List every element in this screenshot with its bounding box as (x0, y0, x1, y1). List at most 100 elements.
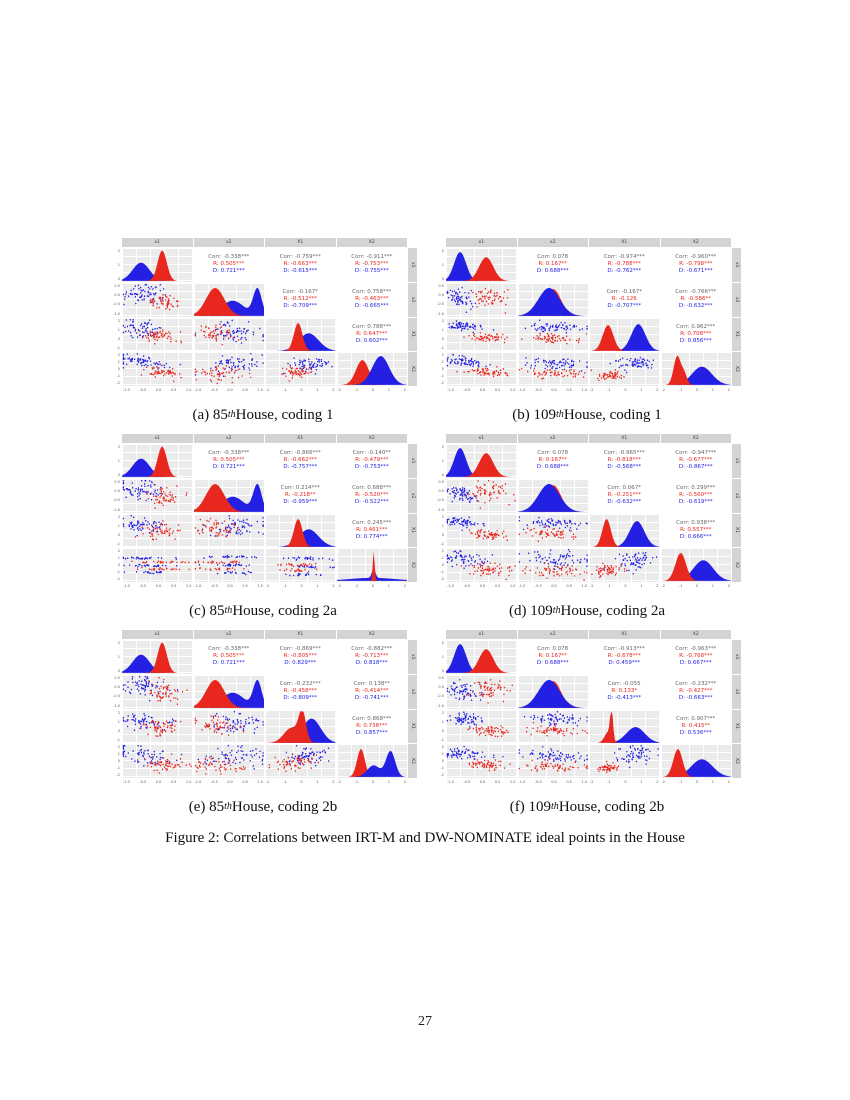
x-tick-label: 0.0 (227, 584, 233, 588)
density-curves (193, 287, 264, 316)
y-tick-label: 2 (117, 514, 120, 519)
y-tick-label: -1.0 (437, 507, 444, 512)
pairs-plot-d: x1 x2 X1 X2 2 1 0 Corr: 0.078 R: 0.167** D: 0.688… (433, 434, 741, 592)
y-tick-label: 1 (117, 719, 120, 724)
x-tick-label: 1 (316, 584, 319, 588)
democrat-density (446, 644, 517, 673)
row-strip-label: X2 (732, 548, 741, 582)
corr-overall-line: Corr: -0.338*** (208, 254, 250, 261)
x-tick-label: 2 (656, 388, 659, 392)
x-tick-label: -1 (283, 388, 287, 392)
y-tick-label: 0 (441, 759, 444, 764)
column-strip-label: x2 (193, 238, 264, 247)
row-strip-label: X1 (732, 709, 741, 744)
scatter-cell (122, 709, 193, 744)
corr-republican-line: R: 0.647*** (356, 330, 388, 337)
caption-prefix: (f) 109 (509, 798, 552, 815)
y-tick-label: -1 (116, 570, 121, 575)
y-tick-label: 2 (441, 318, 444, 323)
x-tick-label: 0.0 (551, 780, 557, 784)
corr-overall-line: Corr: -0.965*** (603, 450, 645, 457)
column-strip-label: x2 (193, 434, 264, 443)
y-tick-label: -2 (440, 773, 445, 777)
x-tick-label: 2 (332, 584, 335, 588)
density-curves (589, 710, 660, 743)
corr-overall-line: Corr: 0.868*** (352, 715, 392, 722)
x-tick-label: 1 (711, 780, 715, 784)
density-curves (336, 749, 407, 778)
caption-rest: House, coding 2a (560, 602, 666, 619)
y-tick-label: 0.5 (114, 675, 120, 680)
corr-republican-line: R: -0.414*** (355, 687, 389, 694)
scatter-cell (517, 548, 588, 582)
y-tick-label: -2 (116, 773, 121, 777)
subfigure-b: x1 x2 X1 X2 2 1 0 Corr: 0.078 R: 0.167** D: 0.688… (433, 238, 741, 434)
subfigure-e: x1 x2 X1 X2 2 1 0 Corr: -0.338*** R: 0.505*** D: … (109, 630, 417, 826)
republican-density (265, 322, 336, 351)
corr-overall-line: Corr: -0.338*** (208, 450, 250, 457)
corr-democrat-line: D: -0.809*** (283, 694, 318, 701)
row-strip-label: X1 (732, 317, 741, 352)
x-axis-ticks: -1.0 -0.5 0.0 0.5 1.0 (194, 387, 265, 396)
x-axis-ticks: -1.0 -0.5 0.0 0.5 1.0 (446, 387, 517, 396)
column-strip-label: X1 (589, 238, 660, 247)
figure-2-panels: x1 x2 X1 X2 2 1 0 Corr: -0.338*** R: 0.505*** D: … (109, 238, 741, 826)
x-tick-label: 1 (316, 780, 319, 784)
scatter-cell (122, 282, 193, 317)
row-strip-label: X2 (732, 352, 741, 386)
scatter-cell (446, 709, 517, 744)
correlation-cell: Corr: -0.866*** R: -0.662*** D: -0.757*** (265, 444, 336, 478)
y-axis-ticks: 0.5 0.0 -0.5 -1.0 (109, 283, 121, 317)
scatter-points (122, 712, 182, 737)
x-tick-label: -2 (337, 388, 342, 392)
x-tick-label: -0.5 (463, 584, 471, 588)
republican-density (122, 250, 193, 281)
correlation-cell: Corr: -0.167* R: -0.512*** D: -0.709*** (265, 282, 336, 317)
x-tick-label: 0.0 (479, 584, 486, 588)
y-tick-label: 2 (441, 514, 444, 519)
corr-republican-line: R: 0.133* (611, 687, 638, 694)
scatter-points (446, 745, 511, 772)
x-axis-ticks: -2 -1 0 1 2 (337, 387, 408, 396)
y-tick-label: 0.0 (438, 293, 444, 297)
y-tick-label: 2 (441, 745, 444, 750)
caption-prefix: (c) 85 (189, 602, 225, 619)
republican-density (446, 257, 517, 281)
correlation-cell: Corr: -0.232*** R: -0.427*** D: -0.663*** (660, 674, 731, 709)
correlation-cell: Corr: -0.338*** R: 0.505*** D: 0.721*** (193, 248, 264, 282)
density-cell (517, 282, 588, 317)
correlation-cell: Corr: -0.869*** R: -0.805*** D: 0.829*** (265, 640, 336, 674)
x-tick-label: 0.0 (551, 388, 557, 392)
caption-prefix: (e) 85 (188, 798, 225, 815)
y-tick-label: -1 (440, 346, 445, 351)
corr-republican-line: R: -0.753*** (355, 261, 389, 268)
corr-democrat-line: D: -0.413*** (607, 694, 642, 701)
scatter-points (518, 549, 588, 582)
x-axis-ticks: -1.0 -0.5 0.0 0.5 1.0 (194, 583, 265, 592)
corr-democrat-line: D: -0.762*** (607, 268, 642, 275)
y-tick-label: -1 (440, 570, 445, 575)
scatter-points (122, 514, 181, 540)
scatter-points (194, 353, 264, 385)
corner-spacer (408, 434, 417, 443)
scatter-points (277, 556, 335, 577)
column-strip-label: x1 (122, 434, 193, 443)
density-cell (660, 744, 731, 778)
x-tick-label: 1.0 (185, 388, 192, 392)
x-tick-label: 2 (403, 388, 406, 392)
corner-spacer (433, 434, 445, 443)
democrat-density (446, 448, 517, 477)
row-strip-label: x1 (732, 640, 741, 674)
x-axis-ticks: -1.0 -0.5 0.0 0.5 1.0 (122, 387, 193, 396)
x-tick-label: 0 (695, 780, 699, 784)
corr-republican-line: R: -0.586** (680, 295, 711, 302)
corr-overall-line: Corr: 0.299*** (676, 484, 716, 491)
scatter-cell (193, 709, 264, 744)
scatter-cell (193, 744, 264, 778)
scatter-cell (193, 317, 264, 352)
corr-republican-line: R: -0.677*** (679, 457, 713, 464)
x-tick-label: -2 (661, 388, 666, 392)
scatter-points (194, 514, 264, 538)
density-curves (122, 446, 193, 477)
y-tick-label: 0.0 (114, 293, 120, 297)
